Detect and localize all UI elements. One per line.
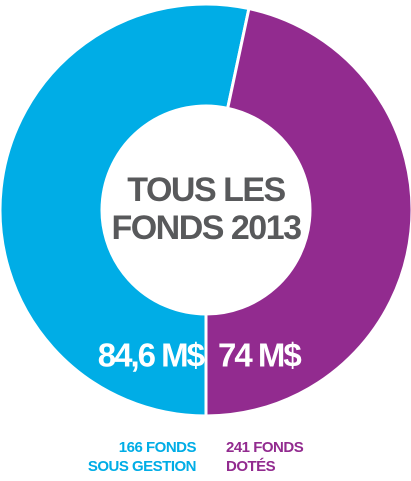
donut-segment	[0, 2, 251, 418]
donut-segment	[204, 6, 411, 418]
center-title: FONDS 2013	[111, 209, 301, 247]
legend-label: 241 FONDS	[226, 439, 304, 456]
value-label: 74 M$	[218, 337, 301, 374]
legend-label: 166 FONDS	[119, 439, 197, 456]
value-label: 84,6 M$	[98, 337, 205, 374]
legend-label: SOUS GESTION	[88, 458, 196, 475]
center-title: TOUS LES	[127, 171, 285, 209]
legend-label: DOTÉS	[226, 458, 276, 475]
